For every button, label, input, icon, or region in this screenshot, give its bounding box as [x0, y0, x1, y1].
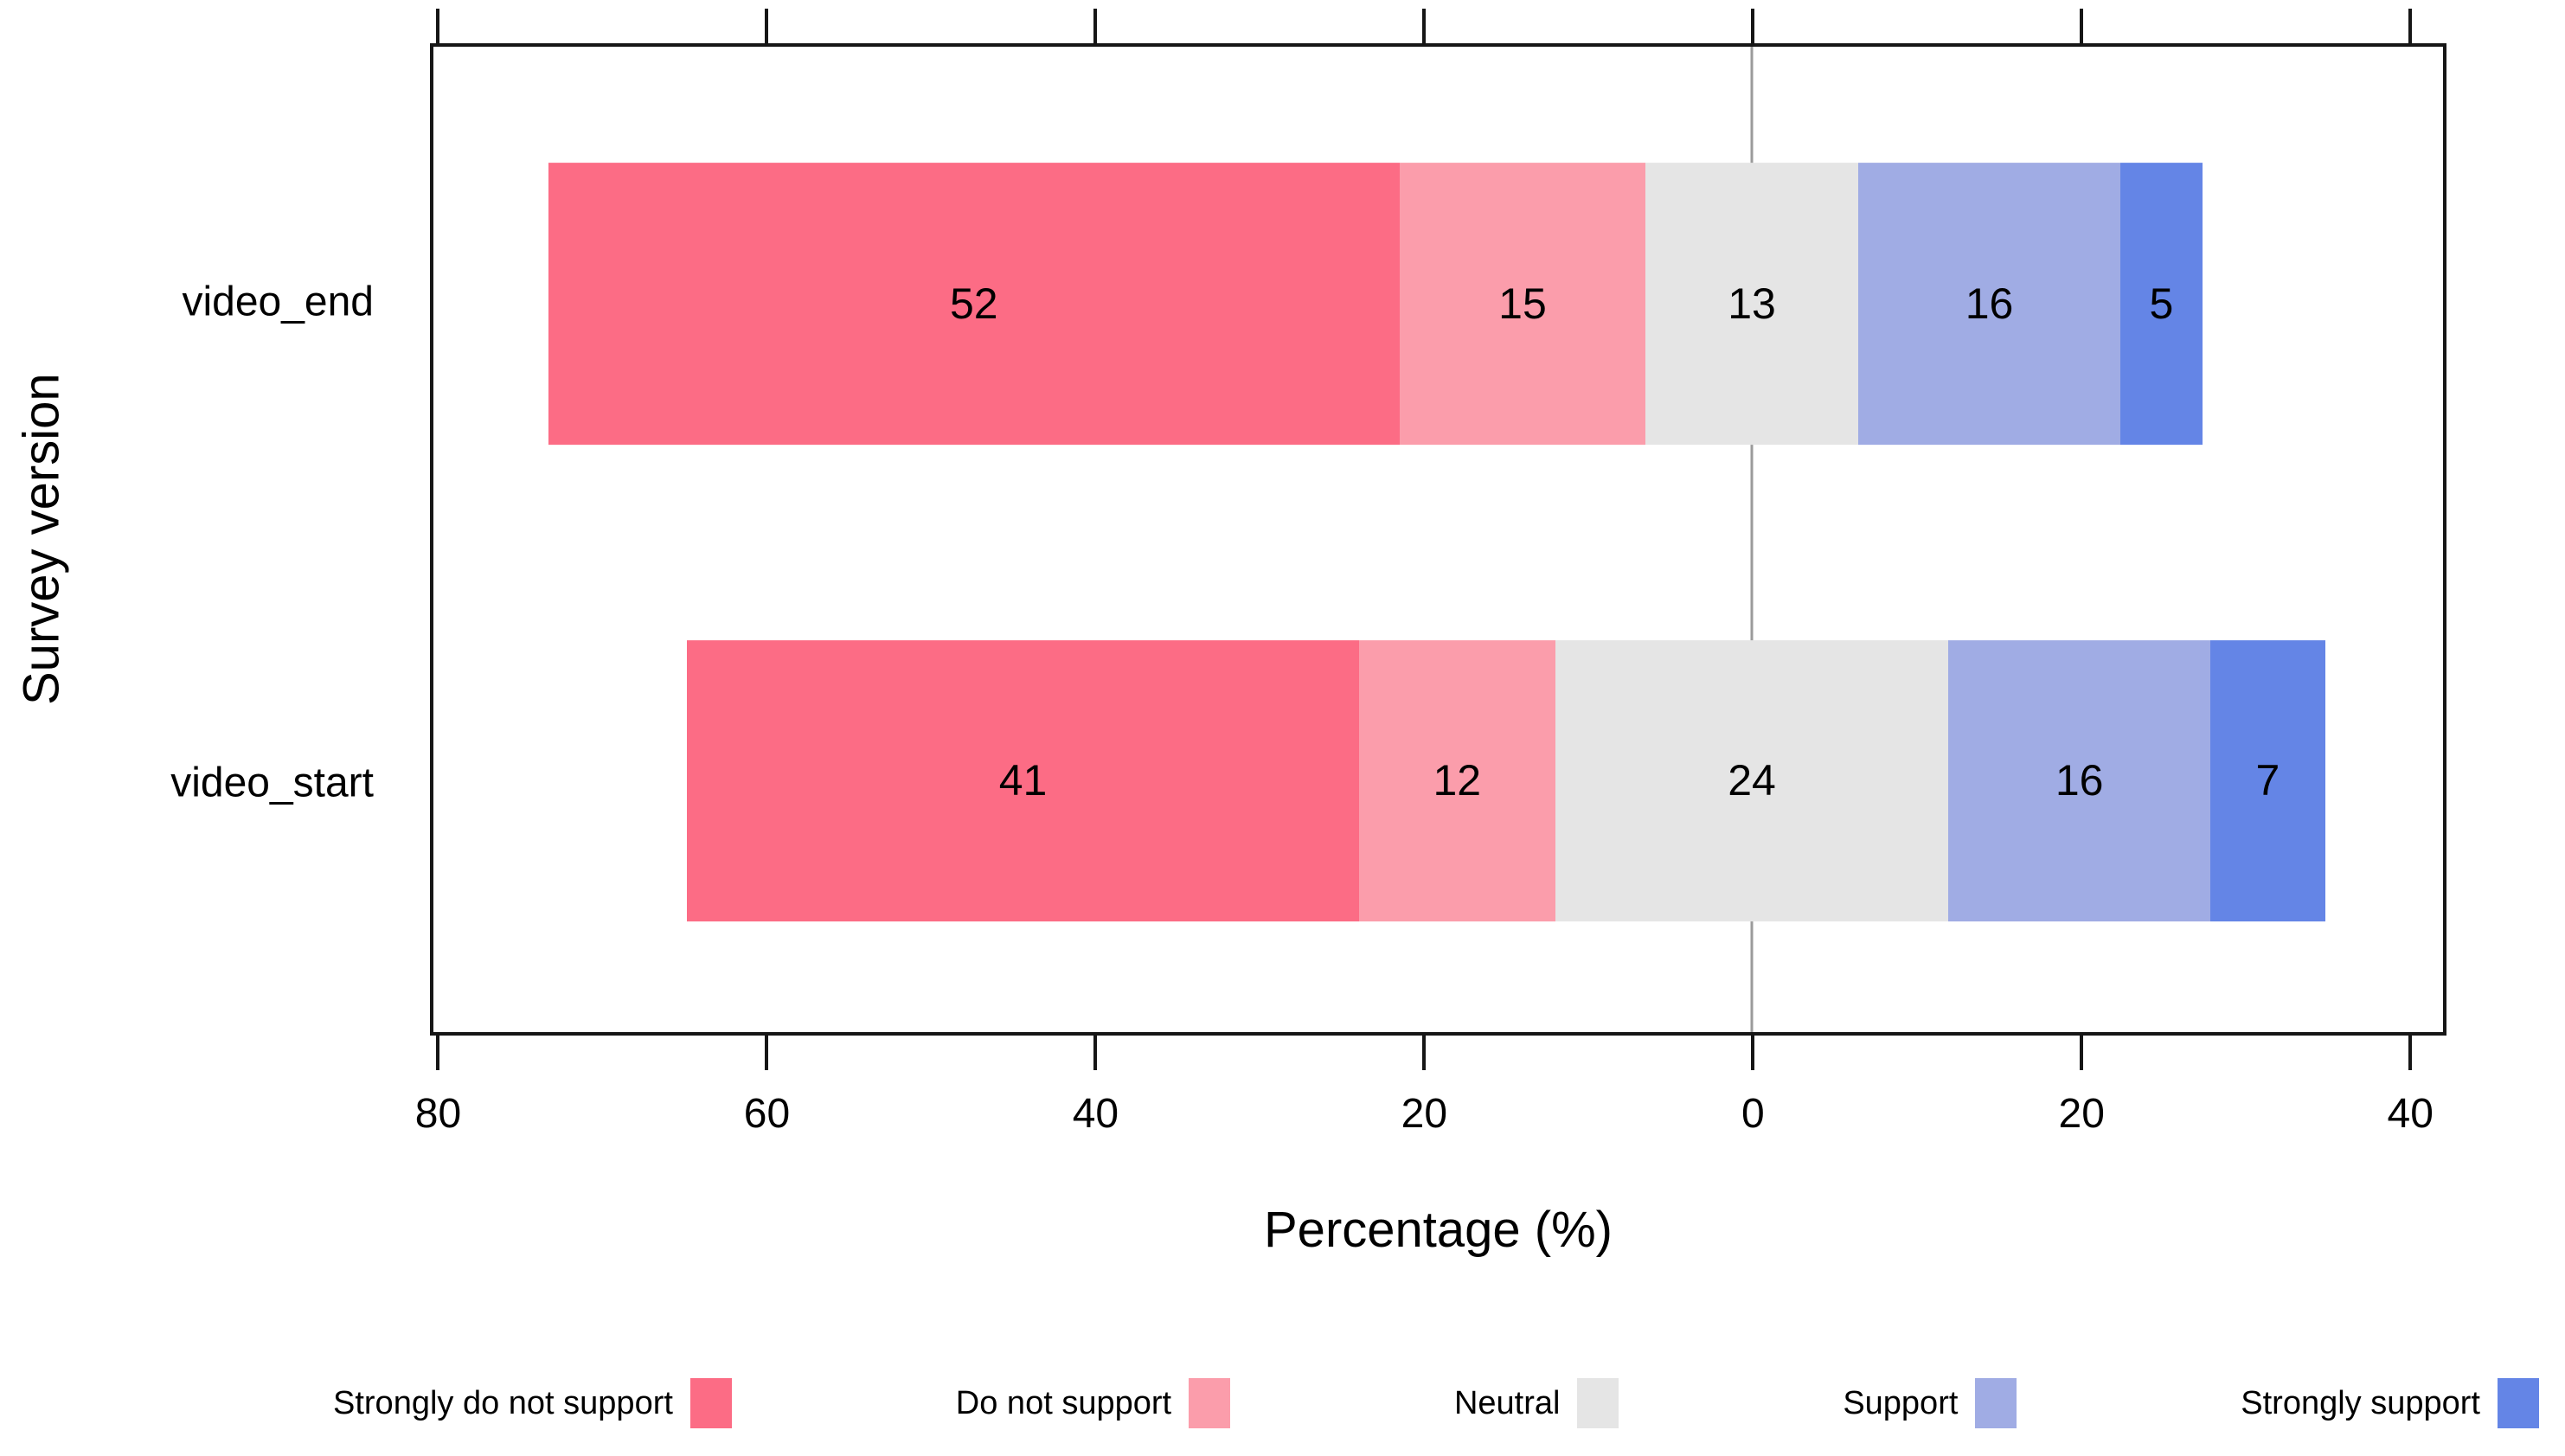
bar-value-label: 5 — [2149, 279, 2174, 329]
legend-swatch — [689, 1378, 732, 1428]
bar-value-label: 16 — [1965, 279, 2014, 329]
x-tick-label: 20 — [1401, 1091, 1448, 1137]
x-tick-mark-top — [2080, 9, 2084, 43]
x-axis-ticks-bottom — [430, 1036, 2446, 1070]
bar-segment-video_start-strongly-do-not-support: 41 — [687, 639, 1359, 922]
x-tick-mark-bottom — [2408, 1036, 2413, 1070]
bar-value-label: 24 — [1728, 756, 1776, 805]
x-tick-label: 60 — [743, 1091, 791, 1137]
x-tick-mark-top — [1422, 9, 1427, 43]
x-axis-title: Percentage (%) — [1264, 1202, 1613, 1258]
bar-segment-video_start-do-not-support: 12 — [1358, 639, 1555, 922]
bar-value-label: 13 — [1728, 279, 1776, 329]
bar-value-label: 7 — [2255, 756, 2280, 805]
x-tick-mark-top — [1093, 9, 1098, 43]
bar-value-label: 41 — [998, 756, 1048, 805]
legend-item-neutral: Neutral — [1454, 1378, 1619, 1428]
x-tick-mark-bottom — [765, 1036, 769, 1070]
legend-item-strongly-support: Strongly support — [2241, 1378, 2539, 1428]
bar-row-video_start: 41 12 24 16 7 — [433, 639, 2443, 922]
zero-line — [1750, 47, 1754, 1032]
bar-segment-video_end-do-not-support: 15 — [1400, 163, 1645, 446]
legend: Strongly do not support Do not support Neu… — [333, 1369, 2539, 1438]
x-tick-label: 40 — [2387, 1091, 2434, 1137]
bar-segment-video_start-neutral: 24 — [1555, 639, 1949, 922]
bar-value-label: 52 — [949, 279, 998, 329]
legend-swatch — [2498, 1378, 2539, 1428]
legend-item-do-not-support: Do not support — [955, 1378, 1231, 1428]
x-tick-label: 40 — [1072, 1091, 1119, 1137]
legend-item-strongly-do-not-support: Strongly do not support — [333, 1378, 732, 1428]
x-tick-label: 80 — [414, 1091, 462, 1137]
bar-segment-video_end-strongly-support: 5 — [2120, 163, 2203, 446]
plot-area: 52 15 13 16 5 41 12 24 16 7 — [430, 43, 2446, 1036]
x-tick-mark-bottom — [1751, 1036, 1755, 1070]
x-tick-label: 0 — [1741, 1091, 1765, 1137]
bar-segment-video_start-support: 16 — [1948, 639, 2211, 922]
x-tick-mark-bottom — [2080, 1036, 2084, 1070]
legend-label: Strongly support — [2241, 1384, 2480, 1421]
bar-value-label: 15 — [1498, 279, 1547, 329]
x-tick-mark-bottom — [1422, 1036, 1427, 1070]
x-tick-mark-top — [1751, 9, 1755, 43]
x-axis-tick-labels: 80 60 40 20 0 20 40 — [415, 1088, 2446, 1140]
legend-swatch — [1189, 1378, 1231, 1428]
x-tick-mark-top — [2408, 9, 2413, 43]
bar-segment-video_end-strongly-do-not-support: 52 — [548, 163, 1400, 446]
legend-swatch — [1577, 1378, 1619, 1428]
x-tick-mark-bottom — [1093, 1036, 1098, 1070]
legend-label: Strongly do not support — [333, 1384, 673, 1421]
y-category-label-video_start: video_start — [170, 760, 374, 805]
legend-label: Neutral — [1453, 1384, 1561, 1421]
bar-segment-video_start-strongly-support: 7 — [2210, 639, 2325, 922]
legend-label: Do not support — [955, 1384, 1172, 1421]
bar-segment-video_end-neutral: 13 — [1645, 163, 1859, 446]
y-axis-category-labels: video_end video_start — [0, 43, 400, 1036]
y-axis-title: Survey version — [13, 373, 70, 706]
bar-value-label: 16 — [2055, 756, 2104, 805]
x-tick-mark-top — [436, 9, 440, 43]
bar-row-video_end: 52 15 13 16 5 — [433, 163, 2443, 446]
x-tick-label: 20 — [2058, 1091, 2105, 1137]
y-category-label-video_end: video_end — [182, 279, 374, 325]
bar-value-label: 12 — [1433, 756, 1482, 805]
legend-swatch — [1975, 1378, 2017, 1428]
legend-item-support: Support — [1843, 1378, 2017, 1428]
x-tick-mark-top — [765, 9, 769, 43]
x-axis-ticks-top — [430, 9, 2446, 43]
x-tick-mark-bottom — [436, 1036, 440, 1070]
legend-label: Support — [1843, 1384, 1959, 1421]
bar-segment-video_end-support: 16 — [1858, 163, 2121, 446]
